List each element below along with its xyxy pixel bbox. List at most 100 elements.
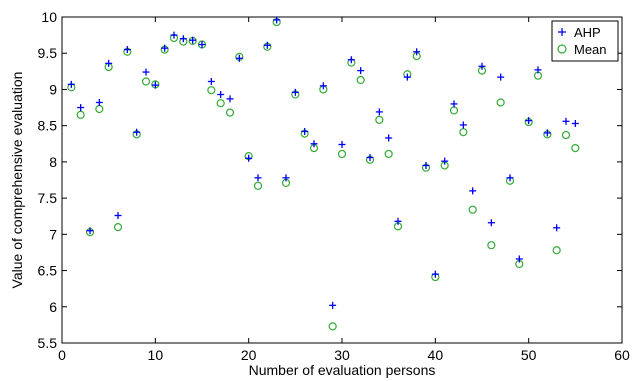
point-mean [337,149,347,159]
y-tick-label: 10 [41,9,57,25]
point-ahp [497,73,505,81]
point-ahp [525,117,533,125]
point-ahp [105,59,113,67]
point-ahp [198,41,206,49]
point-mean [328,322,337,331]
x-tick-label: 50 [521,347,537,363]
point-ahp [543,129,551,137]
point-mean [487,241,496,250]
x-tick-label: 60 [614,347,630,363]
x-tick-label: 20 [241,347,257,363]
y-tick-label: 5.5 [38,335,58,351]
point-ahp [254,174,262,182]
y-tick-label: 6.5 [38,263,58,279]
plot-border [61,16,623,344]
point-mean [253,181,263,190]
point-ahp [291,88,299,96]
point-ahp [170,31,178,39]
data-series [67,16,580,331]
point-mean [113,222,123,232]
point-ahp [571,119,579,127]
point-mean [561,130,571,140]
point-ahp [562,117,570,125]
point-ahp [506,174,514,182]
x-tick-label: 40 [428,347,444,363]
point-mean [571,144,580,153]
y-tick-label: 6 [49,299,57,315]
point-ahp [515,255,523,263]
point-ahp [114,211,122,219]
legend-box [551,20,619,62]
point-ahp [375,108,383,116]
point-ahp [189,36,197,44]
y-axis: 5.5 6 6.5 7 7.5 8 8.5 9 9.5 10 [38,9,622,351]
point-ahp [273,16,281,24]
point-ahp [534,66,542,74]
point-ahp [263,41,271,49]
point-ahp [86,227,94,235]
point-mean [141,77,151,86]
plot-area [61,16,623,344]
point-mean [552,246,561,255]
point-ahp [469,187,477,195]
point-ahp [450,100,458,108]
point-mean [225,108,235,117]
x-axis-label: Number of evaluation persons [249,362,436,378]
legend: AHP Mean [551,20,619,62]
point-ahp [235,54,243,62]
point-ahp [441,157,449,165]
x-tick-label: 0 [58,347,66,363]
point-ahp [394,217,402,225]
point-ahp [95,98,103,106]
point-ahp [161,44,169,52]
point-ahp [357,67,365,75]
point-ahp [385,134,393,142]
point-mean [356,75,365,85]
point-ahp [319,82,327,90]
y-tick-label: 8 [49,154,57,170]
point-ahp [77,104,85,112]
point-mean [207,86,216,95]
y-tick-label: 7.5 [38,190,58,206]
point-ahp [422,162,430,170]
point-ahp [226,95,234,103]
y-tick-label: 7 [49,226,57,242]
point-mean [375,115,384,124]
series-ahp [67,16,579,309]
legend-marker-mean [557,44,567,54]
point-ahp [366,154,374,162]
point-mean [468,205,477,214]
point-ahp [207,77,215,85]
point-ahp [123,46,131,54]
point-ahp [67,80,75,88]
point-mean [216,99,225,108]
point-ahp [431,270,439,278]
y-tick-label: 9 [49,81,57,97]
point-mean [496,98,505,107]
point-ahp [245,154,253,162]
point-ahp [459,121,467,129]
point-ahp [301,127,309,135]
point-ahp [179,35,187,43]
legend-label-ahp: AHP [574,25,601,40]
point-ahp [151,81,159,89]
point-ahp [553,224,561,232]
point-ahp [142,68,150,76]
point-ahp [403,73,411,81]
y-tick-label: 8.5 [38,118,58,134]
x-tick-label: 10 [148,347,164,363]
x-tick-label: 30 [334,347,350,363]
point-ahp [133,128,141,136]
legend-label-mean: Mean [574,42,607,57]
point-ahp [347,56,355,64]
point-ahp [478,62,486,70]
point-mean [76,110,85,119]
point-ahp [282,174,290,182]
point-mean [384,149,393,159]
legend-marker-ahp [558,28,566,36]
point-ahp [487,219,495,227]
point-mean [459,128,468,137]
point-ahp [329,301,337,309]
x-axis: 0 10 20 30 40 50 60 [58,17,630,363]
